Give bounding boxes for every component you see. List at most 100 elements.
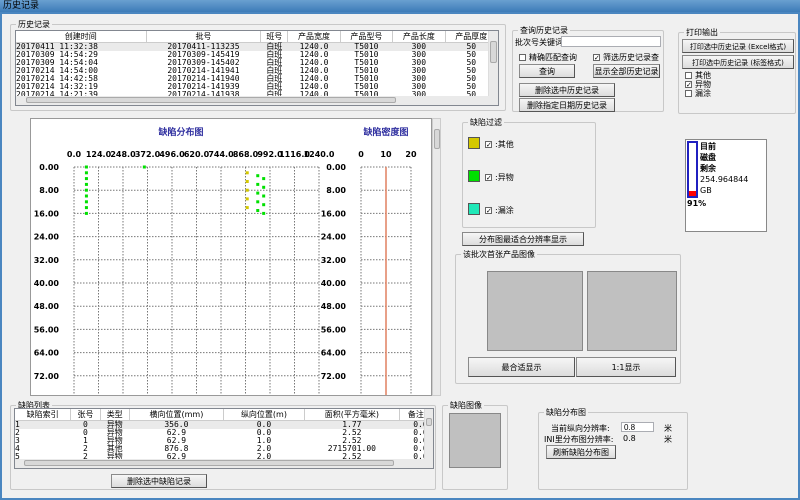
exact-match-checkbox[interactable]: 精确匹配查询 xyxy=(519,52,577,63)
x-tick-label: 620.0 xyxy=(184,150,210,159)
history-cell: 白班 xyxy=(260,42,288,51)
defect-cell: 1 xyxy=(15,420,71,429)
defect-cell: 0.00 xyxy=(413,444,433,453)
keyword-input[interactable] xyxy=(561,36,661,47)
window-title: 历史记录 xyxy=(0,0,800,12)
x-tick-label: 0.0 xyxy=(67,150,82,159)
disk-line3: 剩余 xyxy=(700,164,716,173)
disk-value: 254.964844 xyxy=(700,175,749,184)
show-all-button[interactable]: 显示全部历史记录 xyxy=(593,64,660,78)
history-cell: 20170411-113235 xyxy=(146,42,261,51)
defect-cell: 2.52 xyxy=(342,428,362,437)
defect-hscroll[interactable] xyxy=(15,459,433,468)
history-cell: 1240.0 xyxy=(299,66,329,75)
filter-checkbox[interactable]: ✓:异物 xyxy=(485,173,514,182)
history-cell: 50 xyxy=(445,42,498,51)
filter-checkbox[interactable]: ✓ 筛选历史记录查 xyxy=(593,53,659,62)
delete-defect-button[interactable]: 删除选中缺陷记录 xyxy=(111,474,207,488)
vertical-res-unit: 米 xyxy=(664,424,672,433)
refresh-distribution-button[interactable]: 刷新缺陷分布图 xyxy=(546,445,616,459)
product-image-right xyxy=(587,271,677,351)
y-tick-label: 32.00 xyxy=(34,256,60,265)
defect-column-header[interactable]: 张号 xyxy=(70,409,101,421)
history-column-header[interactable]: 产品宽度 xyxy=(287,31,341,43)
one-to-one-button[interactable]: 1:1显示 xyxy=(576,357,676,377)
disk-line2: 磁盘 xyxy=(700,153,716,162)
defect-charts: 缺陷分布图 0.0 124.0 248.0 372.0 496.0 620.0 744.0 86… xyxy=(34,126,417,395)
history-row[interactable]: 20170214 14:42:58 20170214-141940 白班 1240.0… xyxy=(16,75,498,83)
y-tick-label: 0.00 xyxy=(39,163,59,172)
y-tick-label: 72.00 xyxy=(321,372,347,381)
history-cell: 50 xyxy=(466,50,477,59)
filter-checkbox[interactable]: ✓:漏涂 xyxy=(485,206,514,215)
y-tick-label: 16.00 xyxy=(321,209,347,218)
defect-row[interactable]: 4 2 其他 876.8 2.0 2715701.00 0.00 xyxy=(15,445,433,453)
history-row[interactable]: 20170411 11:32:38 20170411-113235 白班 1240.0… xyxy=(16,42,498,51)
history-cell: 1240.0 xyxy=(299,58,329,67)
defect-vscroll[interactable] xyxy=(424,409,433,461)
history-column-header[interactable]: 产品长度 xyxy=(392,31,446,43)
defect-list[interactable]: 缺陷索引 张号 类型 横向位置(mm) 纵向位置(m) 面积(平方毫米) 备注 1 0 异物 356… xyxy=(14,408,434,469)
history-cell: T5010 xyxy=(354,90,379,99)
defect-column-header[interactable]: 横向位置(mm) xyxy=(129,409,225,421)
vertical-res-input[interactable] xyxy=(621,422,654,432)
print-option-checkbox[interactable]: 漏涂 xyxy=(685,89,711,98)
y-tick-label: 64.00 xyxy=(321,349,347,358)
history-list[interactable]: 创建时间 批号 班号 产品宽度 产品型号 产品长度 产品厚度 20170411 11:32:3… xyxy=(15,30,499,106)
history-column-header[interactable]: 创建时间 xyxy=(16,31,147,43)
history-column-header[interactable]: 产品型号 xyxy=(340,31,394,43)
defect-column-header[interactable]: 类型 xyxy=(100,409,130,421)
history-row[interactable]: 20170214 14:21:39 20170214-141938 白班 1240.0… xyxy=(16,91,498,99)
history-cell: 300 xyxy=(411,90,427,99)
delete-selected-history-button[interactable]: 删除选中历史记录 xyxy=(519,83,615,97)
history-cell: 300 xyxy=(392,42,446,51)
defect-point xyxy=(245,206,249,210)
print-option-checkbox[interactable]: ✓ 异物 xyxy=(685,80,711,89)
x-tick-label: 744.0 xyxy=(208,150,234,159)
history-cell: 50 xyxy=(466,82,477,91)
ini-res-unit: 米 xyxy=(664,435,672,444)
defect-column-header[interactable]: 缺陷索引 xyxy=(15,409,72,421)
delete-date-history-button[interactable]: 删除指定日期历史记录 xyxy=(519,98,615,112)
best-fit-button[interactable]: 最合适显示 xyxy=(468,357,575,377)
defect-point xyxy=(256,182,260,186)
defect-cell: 0.0 xyxy=(223,420,305,429)
defect-column-header[interactable]: 面积(平方毫米) xyxy=(304,409,400,421)
defect-row[interactable]: 3 1 异物 62.9 1.0 2.52 0.00 xyxy=(15,437,433,445)
history-cell: 20170309 14:54:29 xyxy=(16,50,98,59)
history-row[interactable]: 20170214 14:32:19 20170214-141939 白班 1240.0… xyxy=(16,83,498,91)
history-hscroll[interactable] xyxy=(16,96,498,105)
filter-checkbox[interactable]: ✓:其他 xyxy=(485,140,514,149)
defect-row[interactable]: 5 2 异物 62.9 2.0 2.52 0.00 xyxy=(15,453,433,461)
history-row[interactable]: 20170309 14:54:04 20170309-145402 白班 1240.0… xyxy=(16,59,498,67)
history-cell: 20170309-145419 xyxy=(167,50,240,59)
chart-vscroll[interactable] xyxy=(432,118,441,396)
history-vscroll[interactable] xyxy=(488,31,498,97)
defect-column-header[interactable]: 纵向位置(m) xyxy=(223,409,305,421)
query-button[interactable]: 查询 xyxy=(519,64,575,78)
history-column-header[interactable]: 批号 xyxy=(146,31,262,43)
defect-cell: 0.00 xyxy=(413,452,433,461)
defect-cell: 62.9 xyxy=(166,428,187,437)
defect-cell: 2.52 xyxy=(342,436,362,445)
defect-row[interactable]: 2 0 异物 62.9 0.0 2.52 0.00 xyxy=(15,429,433,437)
history-row[interactable]: 20170309 14:54:29 20170309-145419 白班 1240.0… xyxy=(16,51,498,59)
defect-point xyxy=(84,177,88,181)
defect-cell: 62.9 xyxy=(166,436,187,445)
filter-group-label: 缺陷过滤 xyxy=(468,117,504,128)
print-label-button[interactable]: 打印选中历史记录 (标签格式) xyxy=(682,55,794,69)
y-tick-label: 16.00 xyxy=(34,209,60,218)
print-option-checkbox[interactable]: 其他 xyxy=(685,71,711,80)
history-group-label: 历史记录 xyxy=(16,19,52,30)
defect-row[interactable]: 1 0 异物 356.0 0.0 1.77 0.00 xyxy=(15,420,433,429)
vertical-res-label: 当前纵向分辨率: xyxy=(551,424,610,433)
y-tick-label: 72.00 xyxy=(34,372,60,381)
fit-resolution-button[interactable]: 分布图最适合分辨率显示 xyxy=(462,232,584,246)
history-column-header[interactable]: 班号 xyxy=(260,31,289,43)
defect-point xyxy=(84,165,88,169)
defect-point xyxy=(256,191,260,195)
x-tick-label: 248.0 xyxy=(110,150,136,159)
history-row[interactable]: 20170214 14:54:00 20170214-141941 白班 1240.0… xyxy=(16,67,498,75)
print-excel-button[interactable]: 打印选中历史记录 (Excel格式) xyxy=(682,39,794,53)
history-cell: T5010 xyxy=(354,50,379,59)
